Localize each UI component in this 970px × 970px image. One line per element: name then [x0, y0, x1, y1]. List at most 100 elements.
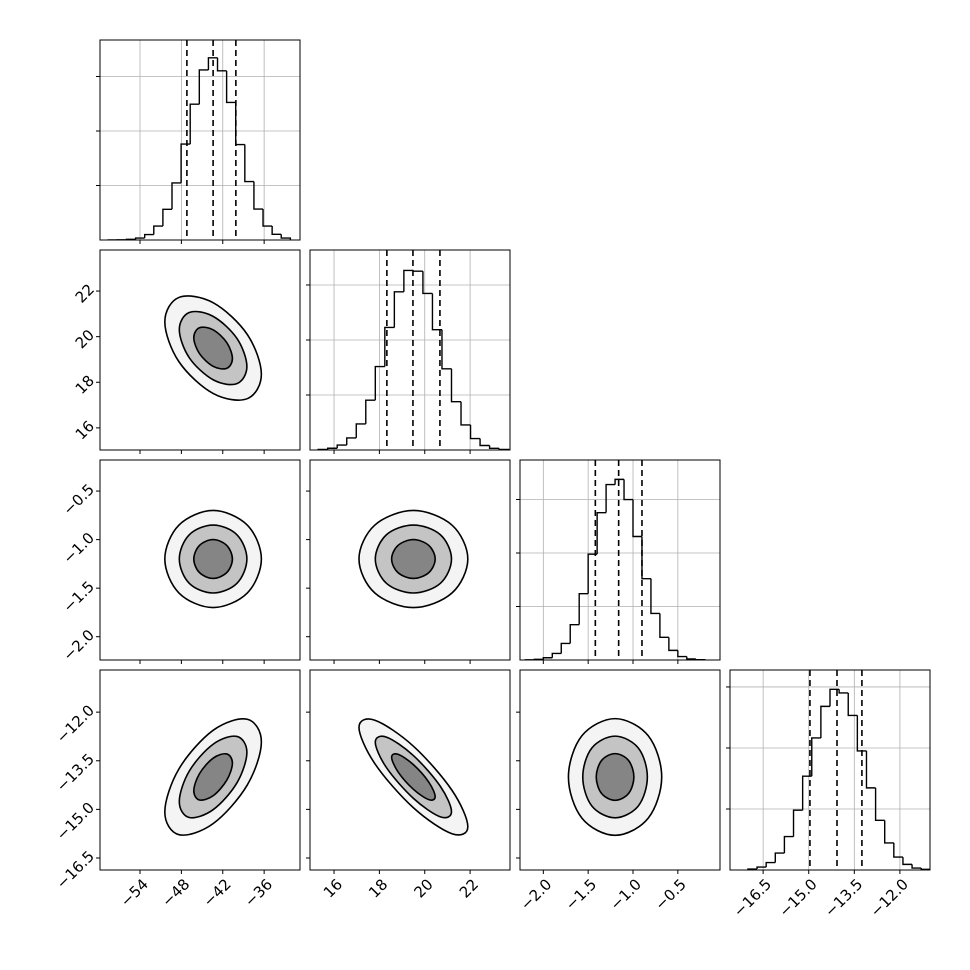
histogram-bar	[336, 444, 347, 449]
x-tick-label: 22	[456, 875, 482, 901]
contour	[192, 752, 234, 801]
histogram-bar	[143, 233, 154, 239]
histogram-bar	[198, 69, 209, 105]
y-tick-label: 16	[72, 417, 98, 443]
histogram-bar	[469, 424, 481, 440]
histogram-bar	[884, 820, 894, 844]
histogram-bar	[650, 578, 660, 615]
plot-area	[164, 718, 263, 836]
histogram-bar	[551, 652, 562, 658]
panel	[96, 39, 301, 244]
histogram-bar	[801, 775, 812, 811]
panel-frame	[309, 669, 511, 871]
x-tick-label: −15.0	[776, 875, 821, 920]
histogram-bar	[774, 852, 785, 863]
y-tick-label: −12.0	[53, 701, 98, 746]
histogram-bar	[578, 592, 589, 625]
histogram-bar	[569, 623, 580, 644]
x-tick-label: −0.5	[651, 875, 689, 913]
plot-area	[164, 295, 263, 401]
histogram-bar	[225, 70, 236, 104]
panel-frame	[519, 669, 721, 871]
histogram-bar	[271, 226, 282, 236]
histogram-bar	[262, 209, 273, 227]
histogram-bar	[829, 688, 840, 707]
histogram-bar	[355, 423, 366, 438]
histogram-bar	[865, 750, 876, 789]
histogram-bar	[820, 705, 830, 738]
histogram-bar	[756, 866, 767, 870]
plot-area	[730, 670, 930, 870]
histogram-bar	[811, 737, 821, 777]
panel: 16 18 20 22	[72, 249, 301, 454]
contour	[192, 326, 234, 370]
y-tick-label: 20	[72, 326, 98, 352]
panel: −16.5 −15.0 −13.5 −12.0	[726, 669, 931, 921]
histogram-bar	[180, 143, 191, 183]
plot-area	[100, 40, 300, 240]
x-tick-label: 16	[320, 875, 346, 901]
histogram-bar	[856, 715, 867, 752]
panel: −2.0 −1.5 −1.0 −0.5	[60, 459, 301, 664]
histogram-bar	[374, 365, 385, 401]
histogram-bar	[838, 689, 849, 694]
y-tick-label: −2.0	[60, 626, 98, 664]
histogram-bar	[659, 613, 669, 639]
histogram-bar	[641, 536, 651, 580]
y-tick-label: −15.0	[53, 799, 98, 844]
x-tick-label: −54	[117, 875, 152, 910]
histogram-bar	[422, 271, 433, 295]
x-tick-label: −1.5	[562, 875, 600, 913]
histogram-bar	[632, 499, 642, 538]
histogram-bar	[403, 269, 414, 292]
histogram-bar	[874, 787, 885, 822]
y-tick-label: −0.5	[60, 480, 98, 518]
histogram-bar	[765, 861, 776, 868]
histogram-bar	[153, 225, 163, 235]
x-tick-label: 20	[411, 875, 437, 901]
panel-frame	[519, 459, 721, 661]
histogram-bar	[280, 234, 292, 240]
histogram-bar	[479, 438, 490, 447]
panel	[306, 249, 511, 454]
x-tick-label: 18	[365, 875, 391, 901]
histogram-bar	[460, 401, 471, 426]
histogram-bar	[587, 553, 598, 594]
y-tick-label: −16.5	[53, 847, 98, 892]
y-tick-label: −1.0	[60, 529, 98, 567]
histogram-bar	[596, 511, 607, 555]
plot-area	[567, 717, 663, 837]
histogram-bar	[488, 445, 500, 450]
plot-area	[310, 250, 510, 450]
histogram-bar	[542, 657, 553, 660]
x-tick-label: −42	[200, 875, 235, 910]
histogram-bar	[244, 144, 254, 183]
histogram-bar	[235, 102, 245, 146]
panel: −54 −48 −42 −36 −16.5−15.0−13.5−12.0	[53, 669, 301, 910]
plot-area	[520, 460, 720, 660]
histogram-bar	[614, 478, 625, 485]
histogram-bar	[393, 291, 404, 328]
panel: −2.0−1.5−1.0−0.5	[516, 669, 721, 914]
y-tick-label: −1.5	[60, 577, 98, 615]
histogram-bar	[365, 399, 376, 424]
x-tick-label: −36	[241, 875, 276, 910]
plot-area	[164, 509, 263, 609]
panel-frame	[99, 459, 301, 661]
histogram-bar	[450, 368, 462, 403]
contour	[595, 752, 635, 802]
x-tick-label: −2.0	[517, 875, 555, 913]
panel-frame	[309, 249, 511, 451]
histogram-bar	[412, 270, 423, 272]
x-tick-label: −13.5	[821, 875, 866, 920]
contour	[192, 538, 234, 580]
histogram-bar	[207, 57, 218, 70]
panel-frame	[729, 669, 931, 871]
histogram-bar	[792, 809, 803, 837]
plot-area	[358, 718, 469, 836]
contour	[390, 538, 436, 580]
histogram-bar	[431, 293, 442, 331]
histogram-bar	[162, 208, 172, 227]
y-tick-label: 18	[72, 372, 98, 398]
